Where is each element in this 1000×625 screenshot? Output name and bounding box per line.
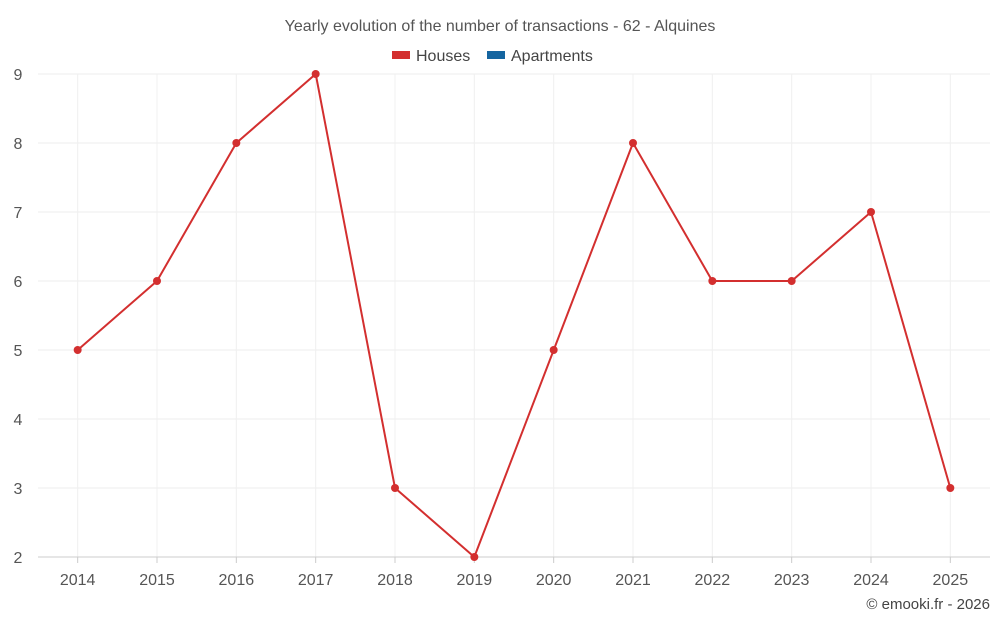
x-tick-label: 2020 (536, 572, 572, 589)
y-tick-label: 9 (14, 67, 23, 84)
chart-title: Yearly evolution of the number of transa… (285, 18, 716, 35)
series-line-houses (77, 73, 952, 558)
x-tick-label: 2015 (139, 572, 175, 589)
data-point[interactable] (946, 484, 955, 492)
legend: Houses Apartments (392, 48, 593, 65)
data-point[interactable] (867, 208, 875, 216)
data-point[interactable] (549, 346, 558, 354)
series-layer (73, 70, 955, 561)
x-tick-label: 2014 (60, 572, 96, 589)
legend-label-houses: Houses (416, 48, 470, 65)
x-tick-label: 2017 (298, 572, 334, 589)
x-tick-label: 2024 (853, 572, 889, 589)
x-tick-label: 2019 (457, 572, 493, 589)
y-tick-label: 4 (14, 412, 23, 429)
y-tick-label: 6 (14, 274, 23, 291)
y-tick-label: 5 (14, 343, 23, 360)
data-point[interactable] (391, 484, 399, 492)
legend-swatch-houses (392, 51, 410, 59)
data-point[interactable] (629, 139, 637, 147)
legend-swatch-apartments (487, 51, 505, 59)
y-tick-label: 7 (14, 205, 23, 222)
credit-text: © emooki.fr - 2026 (866, 596, 990, 613)
data-point[interactable] (73, 346, 82, 354)
x-tick-label: 2023 (774, 572, 810, 589)
legend-item-houses[interactable]: Houses (392, 48, 470, 65)
y-axis: 2 3 4 5 6 7 8 9 (14, 67, 23, 567)
data-point[interactable] (708, 277, 717, 285)
grid (38, 73, 990, 557)
legend-item-apartments[interactable]: Apartments (487, 48, 593, 65)
x-axis: 2014 2015 2016 2017 2018 2019 2020 2021 2022 2023… (60, 557, 968, 589)
x-tick-label: 2018 (377, 572, 413, 589)
y-tick-label: 3 (14, 481, 23, 498)
legend-label-apartments: Apartments (511, 48, 593, 65)
data-point[interactable] (470, 553, 479, 561)
data-point[interactable] (787, 277, 796, 285)
y-tick-label: 2 (14, 550, 23, 567)
y-tick-label: 8 (14, 136, 23, 153)
x-tick-label: 2016 (219, 572, 255, 589)
x-tick-label: 2025 (933, 572, 969, 589)
x-tick-label: 2021 (615, 572, 651, 589)
data-point[interactable] (153, 277, 161, 285)
data-point[interactable] (232, 139, 241, 147)
data-point[interactable] (311, 70, 320, 78)
x-tick-label: 2022 (695, 572, 731, 589)
